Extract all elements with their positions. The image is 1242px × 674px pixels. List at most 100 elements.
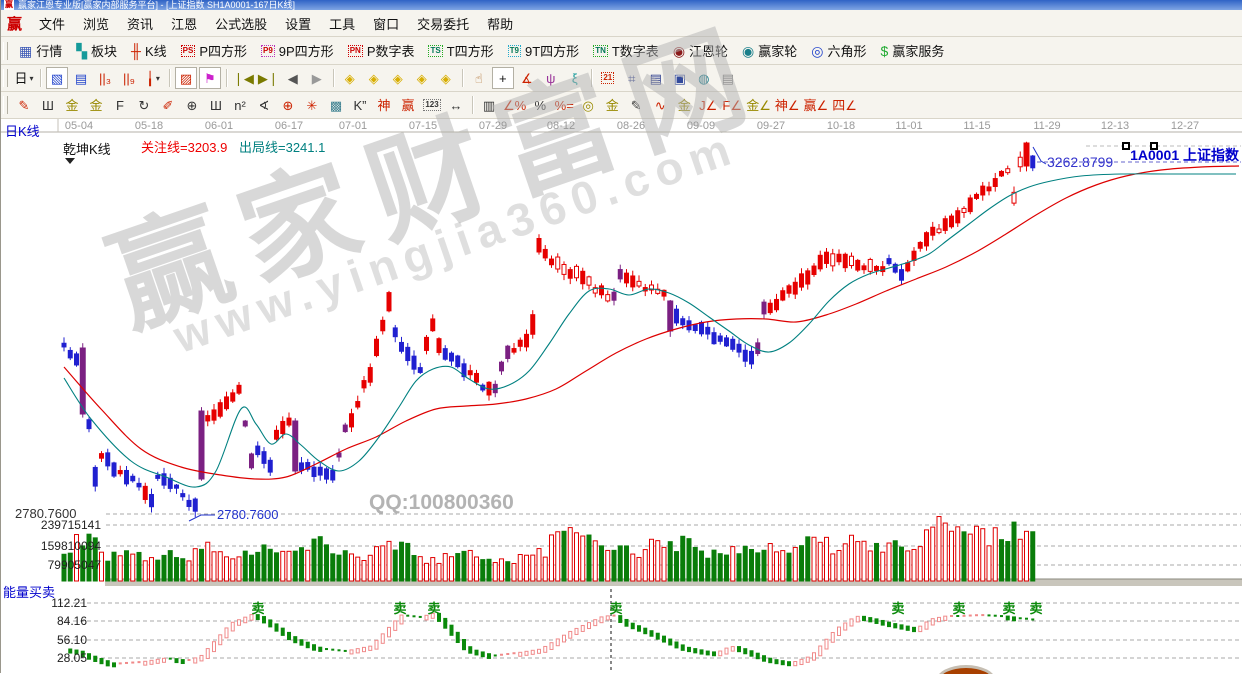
quotes-label: 行情 bbox=[36, 44, 63, 59]
p-square-button[interactable]: PS P四方形 bbox=[174, 41, 254, 60]
gold-angle-tool[interactable]: 金 bbox=[673, 94, 695, 116]
t-number-table-button[interactable]: TN T数字表 bbox=[586, 41, 666, 60]
menu-item-gann[interactable]: 江恩 bbox=[171, 16, 198, 32]
circle-ruler-tool[interactable]: ⊕ bbox=[181, 94, 203, 116]
pan-left-button[interactable]: ◈ bbox=[339, 67, 361, 89]
chart-area[interactable]: 赢家财富网 www.yingjia360.com 05-04 05-18 06-01… bbox=[1, 5, 1242, 674]
menu-item-settings[interactable]: 设置 bbox=[285, 16, 312, 32]
period-day-dropdown[interactable]: 日 ▾ bbox=[13, 67, 35, 89]
sectors-button[interactable]: ▚ 板块 bbox=[69, 41, 124, 60]
candle-type-dropdown[interactable]: ╽ ▾ bbox=[142, 67, 164, 89]
bars-3-button[interactable]: ||₃ bbox=[94, 67, 116, 89]
calculator-button[interactable]: ⌗ bbox=[621, 67, 643, 89]
si-angle-line-tool[interactable]: 四∠ bbox=[831, 94, 858, 116]
date-tick-label: 12-13 bbox=[1101, 120, 1129, 132]
p-number-table-icon: PN bbox=[347, 44, 363, 57]
print-button[interactable]: ▤ bbox=[717, 67, 739, 89]
pan-center-button[interactable]: ◈ bbox=[435, 67, 457, 89]
menu-item-help[interactable]: 帮助 bbox=[487, 16, 514, 32]
ying-angle-line-tool[interactable]: 赢∠ bbox=[803, 94, 830, 116]
next-bar-button[interactable]: ▶ bbox=[306, 67, 328, 89]
ink-brush-tool[interactable]: ✎ bbox=[625, 94, 647, 116]
9p-square-button[interactable]: P9 9P四方形 bbox=[254, 41, 341, 60]
9t-square-button[interactable]: T9 9T四方形 bbox=[501, 41, 587, 60]
qiankun-pattern-toggle[interactable]: ▨ bbox=[175, 67, 197, 89]
hexagon-button[interactable]: ◎ 六角形 bbox=[804, 41, 873, 60]
gold-circle-tool[interactable]: ◎ bbox=[577, 94, 599, 116]
golden-section-v-tool[interactable]: 金 bbox=[61, 94, 83, 116]
percent-level-tool[interactable]: %= bbox=[553, 94, 575, 116]
k-quote-tool[interactable]: K” bbox=[349, 94, 371, 116]
menu-item-trade-entrust[interactable]: 交易委托 bbox=[417, 16, 470, 32]
gann-ruler-tool-icon: Ш bbox=[42, 97, 54, 113]
gann-box-tool[interactable]: ▥ bbox=[478, 94, 500, 116]
width-measure-tool[interactable]: ↔ bbox=[445, 94, 467, 116]
wave-tool[interactable]: ∿ bbox=[649, 94, 671, 116]
wave-tool-icon: ∿ bbox=[654, 97, 666, 113]
kline-button[interactable]: ╫ K线 bbox=[124, 41, 174, 60]
shen-angle-line-tool[interactable]: 神∠ bbox=[774, 94, 801, 116]
menu-item-browse[interactable]: 浏览 bbox=[83, 16, 110, 32]
energy-pattern-toggle[interactable]: ⚑ bbox=[199, 67, 221, 89]
angle-mirror-tool[interactable]: ∢ bbox=[253, 94, 275, 116]
bars-9-button[interactable]: ||₉ bbox=[118, 67, 140, 89]
gann-tool-teal-button[interactable]: ξ bbox=[564, 67, 586, 89]
brush-tool[interactable]: ✎ bbox=[13, 94, 35, 116]
web-export-button[interactable]: ◍ bbox=[693, 67, 715, 89]
ying-tool[interactable]: 赢 bbox=[397, 94, 419, 116]
percent-tool[interactable]: % bbox=[529, 94, 551, 116]
gann-ruler-tool[interactable]: Ш bbox=[37, 94, 59, 116]
date-tick-label: 06-17 bbox=[275, 120, 303, 132]
prev-bar-button[interactable]: ◀ bbox=[282, 67, 304, 89]
date-tick-label: 11-29 bbox=[1033, 120, 1060, 132]
f-ruler-tool[interactable]: F bbox=[109, 94, 131, 116]
info-panel-button[interactable]: ▤ bbox=[70, 67, 92, 89]
date-axis: 05-04 05-18 06-01 06-17 07-01 07-15 07-29 08-12… bbox=[1, 119, 1242, 133]
notes-button[interactable]: ▤ bbox=[645, 67, 667, 89]
web-box-tool[interactable]: ▩ bbox=[325, 94, 347, 116]
web-box-tool-icon: ▩ bbox=[329, 97, 343, 113]
pan-right-button[interactable]: ◈ bbox=[363, 67, 385, 89]
pan-all-button[interactable]: ◈ bbox=[411, 67, 433, 89]
spiral-tool[interactable]: ↻ bbox=[133, 94, 155, 116]
gann-tool-purple-button[interactable]: ψ bbox=[540, 67, 562, 89]
save-button[interactable]: ▣ bbox=[669, 67, 691, 89]
menu-item-formula-stock-pick[interactable]: 公式选股 bbox=[215, 16, 268, 32]
t-square-button[interactable]: TS T四方形 bbox=[421, 41, 500, 60]
qiankun-dropdown-arrow[interactable] bbox=[65, 158, 75, 164]
winner-wheel-button[interactable]: ◉ 赢家轮 bbox=[735, 41, 804, 60]
gold-levels-tool[interactable]: 金 bbox=[601, 94, 623, 116]
grid-123-tool[interactable]: 123 bbox=[423, 99, 441, 111]
n-square-tool[interactable]: n² bbox=[229, 94, 251, 116]
hand-tool-button[interactable]: ☝ bbox=[468, 67, 490, 89]
compass-cross-tool[interactable]: ⊕ bbox=[277, 94, 299, 116]
menu-item-file[interactable]: 文件 bbox=[39, 16, 66, 32]
last-page-button[interactable]: ▶❘ bbox=[257, 67, 280, 89]
kline-chart[interactable]: 05-04 05-18 06-01 06-17 07-01 07-15 07-29 08-12… bbox=[1, 119, 1242, 674]
pane-splitter[interactable] bbox=[105, 579, 1242, 586]
menu-item-window[interactable]: 窗口 bbox=[373, 16, 400, 32]
quotes-button[interactable]: ▦ 行情 bbox=[12, 41, 69, 60]
j-angle-line-tool[interactable]: J∠ bbox=[697, 94, 719, 116]
calendar-button[interactable]: 21 bbox=[601, 72, 615, 84]
pan-all-button-icon: ◈ bbox=[416, 70, 427, 86]
winner-service-button[interactable]: $ 赢家服务 bbox=[874, 41, 952, 60]
gann-wheel-button[interactable]: ◉ 江恩轮 bbox=[666, 41, 735, 60]
brush-ruler-tool[interactable]: ✐ bbox=[157, 94, 179, 116]
shen-tool[interactable]: 神 bbox=[373, 94, 395, 116]
kline-style-button[interactable]: ▧ bbox=[46, 67, 68, 89]
p-number-table-button[interactable]: PN P数字表 bbox=[341, 41, 422, 60]
pan-up-down-button[interactable]: ◈ bbox=[387, 67, 409, 89]
percent-angle-tool[interactable]: ∠% bbox=[502, 94, 527, 116]
crosshair-tool-button[interactable]: + bbox=[491, 67, 514, 89]
gold-angle-line-tool[interactable]: 金∠ bbox=[745, 94, 772, 116]
ruler-2-tool[interactable]: Ш bbox=[205, 94, 227, 116]
menu-item-tools[interactable]: 工具 bbox=[329, 16, 356, 32]
f-angle-line-tool[interactable]: F∠ bbox=[721, 94, 743, 116]
angle-measure-button[interactable]: ∡ bbox=[516, 67, 538, 89]
star-web-tool[interactable]: ✳ bbox=[301, 94, 323, 116]
golden-section-h-tool[interactable]: 金 bbox=[85, 94, 107, 116]
first-page-button[interactable]: ❘◀ bbox=[232, 67, 255, 89]
j-angle-line-tool-icon: J∠ bbox=[699, 97, 718, 113]
menu-item-news[interactable]: 资讯 bbox=[127, 16, 154, 32]
